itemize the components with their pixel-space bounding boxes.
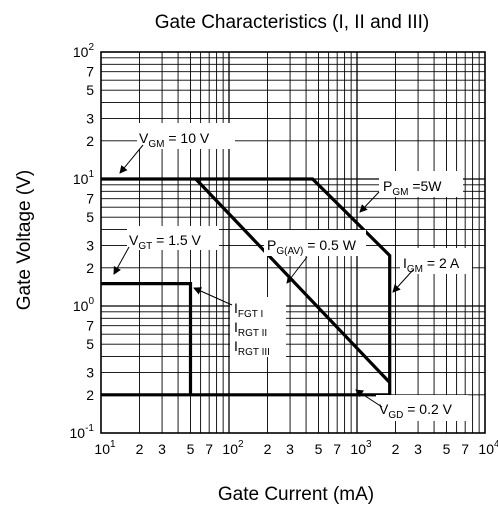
x-tick-label: 5 [187,441,195,457]
x-tick-label: 2 [264,441,272,457]
x-tick-label: 3 [414,441,422,457]
y-tick-label: 2 [86,133,94,149]
annotation-bg-pgav [264,230,366,256]
chart-title: Gate Characteristics (I, II and III) [155,12,430,33]
annotation-pgav: PG(AV) = 0.5 W [267,237,357,257]
annotation-arrow [392,269,414,293]
annotations-layer: VGM = 10 V PGM =5W PG(AV) = 0.5 W VGT = 1.5… [113,123,472,421]
plot-frame [100,51,486,434]
annotation-arrow [286,256,308,284]
series-line-vgt [101,282,193,395]
y-tick-label: 2 [86,387,94,403]
y-tick-labels: 10-1 2 3 5 7 100 2 3 5 7 101 2 3 5 7 102 [70,42,95,441]
y-tick-label: 10-1 [70,423,95,441]
annotation-pgm: PGM =5W [383,178,442,198]
x-tick-label: 7 [333,441,341,457]
y-tick-label: 2 [86,260,94,276]
y-tick-label: 100 [73,296,95,314]
y-tick-label: 7 [86,318,94,334]
annotation-arrow [193,287,233,306]
y-tick-label: 3 [86,364,94,380]
annotation-bg-vgm [137,123,235,149]
x-axis-title: Gate Current (mA) [218,484,374,505]
y-tick-label: 5 [86,336,94,352]
x-tick-labels: 101 2 3 5 7 102 2 3 5 7 103 2 3 5 7 104 [94,439,498,457]
series-line-pgav [194,177,391,384]
annotation-arrow [119,144,144,174]
y-axis-title: Gate Voltage (V) [14,170,35,310]
x-tick-label: 7 [205,441,213,457]
annotation-vgm: VGM = 10 V [139,130,210,150]
x-tick-label: 5 [443,441,451,457]
x-tick-label: 3 [286,441,294,457]
y-tick-label: 7 [86,191,94,207]
x-tick-label: 2 [392,441,400,457]
annotation-bg-pgm [379,171,463,197]
annotation-bg-ifgt [230,297,286,357]
x-tick-label: 2 [136,441,144,457]
x-tick-label: 101 [94,439,116,457]
y-tick-label: 5 [86,82,94,98]
y-tick-label: 3 [86,237,94,253]
annotation-vgd: VGD = 0.2 V [379,401,453,421]
annotation-igm: IGM = 2 A [403,255,460,275]
x-tick-label: 104 [478,439,498,457]
x-tick-label: 102 [222,439,244,457]
annotation-bg-vgd [376,395,468,421]
x-tick-label: 103 [350,439,372,457]
x-tick-label: 7 [461,441,469,457]
series-line-vgm_boundary [101,177,392,395]
annotation-bg-vgt [127,226,219,250]
y-tick-label: 3 [86,110,94,126]
y-tick-label: 102 [73,42,95,60]
annotation-vgt: VGT = 1.5 V [129,232,202,252]
y-tick-label: 101 [73,169,95,187]
annotation-ifgt: IFGT I [234,300,263,320]
y-tick-label: 5 [86,209,94,225]
annotation-irgt2: IRGT II [234,319,267,339]
y-tick-label: 7 [86,64,94,80]
annotation-arrow [359,191,380,213]
annotation-arrow [113,246,130,275]
annotation-arrow [355,389,383,408]
annotation-bg-igm [400,248,472,274]
x-tick-label: 3 [158,441,166,457]
x-tick-label: 5 [315,441,323,457]
annotation-irgt3: IRGT III [234,338,270,358]
series-layer [101,177,392,397]
